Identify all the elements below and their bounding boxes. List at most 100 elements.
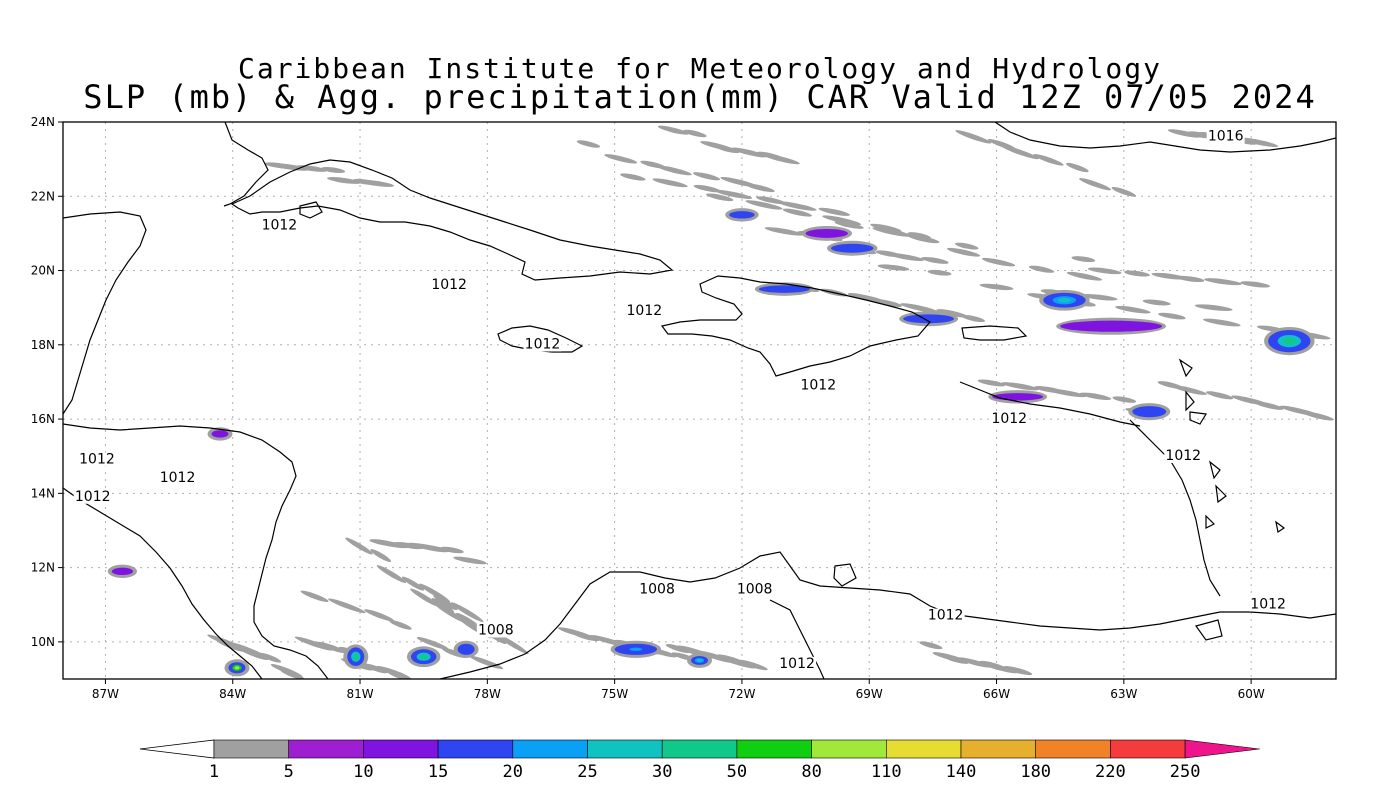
- lesser-antilles: [1178, 358, 1286, 533]
- precip-streak: [1205, 391, 1234, 400]
- colorbar-swatch: [363, 739, 439, 759]
- isobar-label: 1008: [737, 582, 773, 598]
- precip-streak: [979, 283, 1014, 291]
- precip-cell: [457, 643, 475, 655]
- precip-streak: [1066, 271, 1103, 281]
- precip-streak: [927, 269, 952, 276]
- precip-streak: [401, 576, 425, 591]
- precip-cell: [805, 228, 849, 238]
- colorbar-label: 50: [727, 762, 747, 782]
- lon-tick-label: 72W: [728, 687, 755, 701]
- precip-streak: [1065, 162, 1089, 173]
- precip-streak: [981, 257, 1016, 267]
- precip-streak: [358, 179, 395, 187]
- map-title-line-1: Caribbean Institute for Meteorology and …: [237, 52, 1162, 85]
- isobar-label-bg: [735, 582, 774, 597]
- precipitation-field: [107, 125, 1334, 679]
- map-background: [63, 122, 1336, 679]
- colorbar-swatch: [885, 739, 962, 759]
- precip-cell: [903, 314, 955, 324]
- cuba-coast: [230, 159, 674, 281]
- precip-peak: [234, 666, 240, 670]
- precip-streak: [393, 541, 424, 550]
- precip-peak: [353, 653, 359, 660]
- precip-streak: [921, 256, 949, 264]
- precip-cell: [758, 285, 810, 293]
- isobar-east-1012: [1129, 419, 1221, 597]
- precip-streak: [576, 140, 601, 148]
- colorbar-label: 5: [284, 762, 294, 782]
- precip-streak: [961, 314, 986, 323]
- lat-tick-label: 16N: [31, 412, 55, 426]
- south-america-coast: [439, 551, 1336, 679]
- colorbar-swatch: [960, 739, 1036, 759]
- isobar-label: 1008: [478, 622, 514, 638]
- precip-streak: [981, 662, 1018, 674]
- precip-streak: [872, 227, 912, 237]
- precip-streak: [1112, 396, 1137, 403]
- precipitation-colorbar: 1 5 10 15 20 25 30 50 80 110 140 180 220 250: [139, 739, 1260, 782]
- precip-streak: [652, 178, 688, 188]
- precip-streak: [977, 379, 1006, 387]
- isobar-label: 1012: [262, 218, 298, 234]
- colorbar-label: 140: [946, 762, 977, 782]
- isobar-label: 1012: [928, 608, 964, 624]
- precip-streak: [370, 549, 392, 563]
- precip-peak: [696, 659, 703, 662]
- isobar-label-bg: [476, 623, 515, 638]
- isobar-label-bg: [1249, 597, 1288, 612]
- lat-tick-label: 10N: [31, 635, 55, 649]
- precip-streak: [238, 647, 269, 660]
- precip-streak: [1003, 666, 1033, 676]
- precip-streak: [316, 641, 347, 654]
- isobar-label: 1012: [800, 377, 836, 393]
- precip-streak: [1171, 385, 1207, 395]
- precip-streak: [656, 165, 692, 176]
- isobar-label-bg: [799, 378, 838, 393]
- honduras-nicaragua-coast: [63, 423, 329, 679]
- colorbar-swatch: [736, 739, 812, 759]
- isobar-label-bg: [430, 278, 469, 293]
- colorbar-swatch: [437, 739, 514, 759]
- isobar-label: 1012: [1165, 448, 1201, 464]
- isobar-label-bg: [77, 452, 116, 467]
- colorbar-swatch: [661, 739, 738, 759]
- isobar-labels: 1016 1012 1012 1012 1012 1012 1012 1012 1012 1012…: [73, 129, 1288, 672]
- precip-streak: [1204, 278, 1242, 286]
- precip-streak: [714, 145, 740, 154]
- precip-peak: [1058, 298, 1071, 303]
- precip-streak: [1079, 178, 1112, 191]
- jamaica-coast: [497, 325, 584, 353]
- colorbar-label: 80: [801, 762, 821, 782]
- lat-tick-label: 12N: [31, 561, 55, 575]
- precip-streak: [683, 129, 707, 138]
- precip-streak: [410, 588, 440, 607]
- colorbar-label: 20: [503, 762, 523, 782]
- precip-streak: [692, 172, 721, 181]
- precip-streak: [1167, 129, 1202, 138]
- isla-juventud: [299, 201, 323, 219]
- lon-tick-label: 75W: [601, 687, 628, 701]
- precip-streak: [453, 556, 487, 565]
- precip-cell: [111, 567, 134, 576]
- lon-tick-label: 63W: [1110, 687, 1137, 701]
- precip-streak: [434, 603, 466, 623]
- precip-cell: [1132, 406, 1167, 418]
- precip-streak: [1239, 137, 1279, 147]
- precip-streak: [888, 253, 924, 262]
- lon-tick-label: 78W: [474, 687, 501, 701]
- isobar-label: 1008: [639, 582, 675, 598]
- colorbar-label: 220: [1095, 762, 1126, 782]
- colorbar-label: 10: [353, 762, 373, 782]
- precip-streak: [955, 130, 992, 144]
- precip-streak: [717, 655, 756, 669]
- precip-streak: [872, 298, 903, 307]
- maracaibo-gulf: [769, 599, 825, 679]
- isobar-label: 1012: [431, 277, 467, 293]
- curacao-area: [833, 563, 857, 587]
- precip-streak: [456, 612, 481, 629]
- colorbar-label: 15: [428, 762, 448, 782]
- precip-streak: [762, 154, 800, 165]
- precip-streak: [745, 183, 775, 193]
